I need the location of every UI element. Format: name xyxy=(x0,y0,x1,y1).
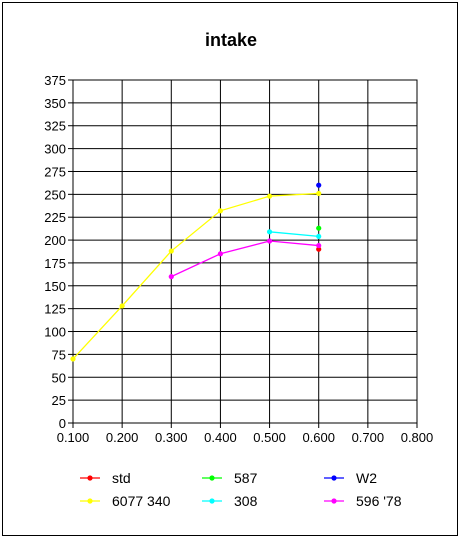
x-tick-label: 0.300 xyxy=(155,430,188,445)
data-point-std xyxy=(316,246,322,252)
data-point-6077-340 xyxy=(316,190,322,197)
data-point-596-78 xyxy=(316,242,322,249)
legend-label: W2 xyxy=(356,470,377,486)
data-point-596-78 xyxy=(168,274,174,280)
legend-item-308: 308 xyxy=(202,493,258,509)
legend-label: 308 xyxy=(234,493,258,509)
y-tick-label: 275 xyxy=(44,164,66,179)
y-tick-label: 150 xyxy=(44,279,66,294)
legend-label: std xyxy=(112,470,131,486)
y-tick-label: 50 xyxy=(52,370,66,385)
data-point-308 xyxy=(266,229,273,235)
x-tick-label: 0.500 xyxy=(253,430,286,445)
data-point-587 xyxy=(316,225,322,231)
y-tick-label: 375 xyxy=(44,73,66,88)
data-point-6077-340 xyxy=(119,303,125,309)
legend-item-596-78: 596 '78 xyxy=(324,493,402,509)
y-tick-label: 75 xyxy=(52,347,66,362)
series-layer xyxy=(70,182,322,362)
x-tick-label: 0.400 xyxy=(204,430,237,445)
y-tick-label: 200 xyxy=(44,233,66,248)
y-tick-label: 175 xyxy=(44,256,66,271)
y-tick-label: 125 xyxy=(44,302,66,317)
grid-lines xyxy=(68,79,418,428)
y-tick-label: 25 xyxy=(52,393,66,408)
data-point-6077-340 xyxy=(168,248,174,254)
legend-swatch-marker xyxy=(209,498,215,504)
series-std xyxy=(316,246,322,252)
series-line-6077-340 xyxy=(72,192,319,360)
legend-swatch-marker xyxy=(209,475,215,481)
legend-swatch-marker xyxy=(87,498,93,504)
series-w2 xyxy=(316,182,322,188)
data-point-6077-340 xyxy=(70,356,76,362)
data-point-596-78 xyxy=(217,251,224,257)
axis-labels: 0 25 50 75 100 125 150 175 200 225 250 275 300 325 350… xyxy=(44,73,433,445)
series-596-78 xyxy=(168,238,322,280)
y-tick-label: 0 xyxy=(59,416,66,431)
data-point-308 xyxy=(316,233,322,240)
plot-background xyxy=(72,79,418,424)
x-tick-label: 0.600 xyxy=(302,430,335,445)
series-6077-340 xyxy=(70,190,322,362)
legend-item-6077-340: 6077 340 xyxy=(80,493,171,509)
data-point-6077-340 xyxy=(217,208,224,214)
legend-label: 6077 340 xyxy=(112,493,171,509)
x-tick-label: 0.800 xyxy=(401,430,434,445)
legend-label: 587 xyxy=(234,470,258,486)
legend-item-std: std xyxy=(80,470,131,486)
chart-title: intake xyxy=(204,30,258,50)
y-tick-label: 300 xyxy=(44,142,66,157)
legend-swatch-marker xyxy=(331,498,337,504)
data-point-596-78 xyxy=(266,238,273,244)
x-tick-label: 0.700 xyxy=(352,430,385,445)
y-tick-label: 225 xyxy=(44,210,66,225)
series-line-308 xyxy=(269,231,319,238)
x-tick-label: 0.100 xyxy=(57,430,90,445)
series-308 xyxy=(266,229,322,240)
legend-item-587: 587 xyxy=(202,470,258,486)
y-tick-label: 250 xyxy=(44,187,66,202)
legend-label: 596 '78 xyxy=(356,493,402,509)
y-tick-label: 325 xyxy=(44,119,66,134)
legend-item-w2: W2 xyxy=(324,470,377,486)
x-tick-label: 0.200 xyxy=(106,430,139,445)
series-line-596-78 xyxy=(171,240,319,278)
data-point-6077-340 xyxy=(266,193,273,199)
y-tick-label: 350 xyxy=(44,96,66,111)
data-point-w2 xyxy=(316,182,322,188)
series-587 xyxy=(316,225,322,231)
y-tick-label: 100 xyxy=(44,325,66,340)
legend-swatch-marker xyxy=(331,475,337,481)
legend-swatch-marker xyxy=(87,475,93,481)
